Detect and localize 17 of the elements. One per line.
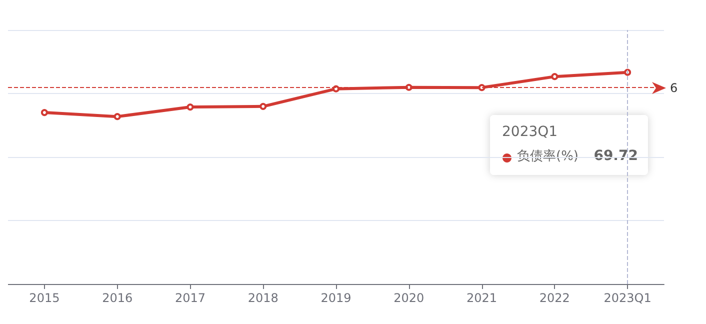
point [114,113,121,120]
annotation: 2023Q1 [502,124,558,140]
point [332,85,340,92]
x-tick-label: 2021 [466,291,498,305]
x-tick-label: 2017 [174,291,206,305]
x-tick-label: 2016 [102,291,133,305]
x-tick-label: 2015 [29,291,60,305]
point [40,109,48,116]
point [186,104,194,111]
x-tick-label: 2023Q1 [604,291,652,305]
text: 6 [670,80,678,96]
x-tick-label: 2019 [320,291,352,305]
x-tick-label: 2022 [539,291,570,305]
point [260,102,267,110]
x-tick-label: 2018 [248,291,278,305]
x-tick-label: 2020 [394,291,424,305]
point [551,73,558,80]
